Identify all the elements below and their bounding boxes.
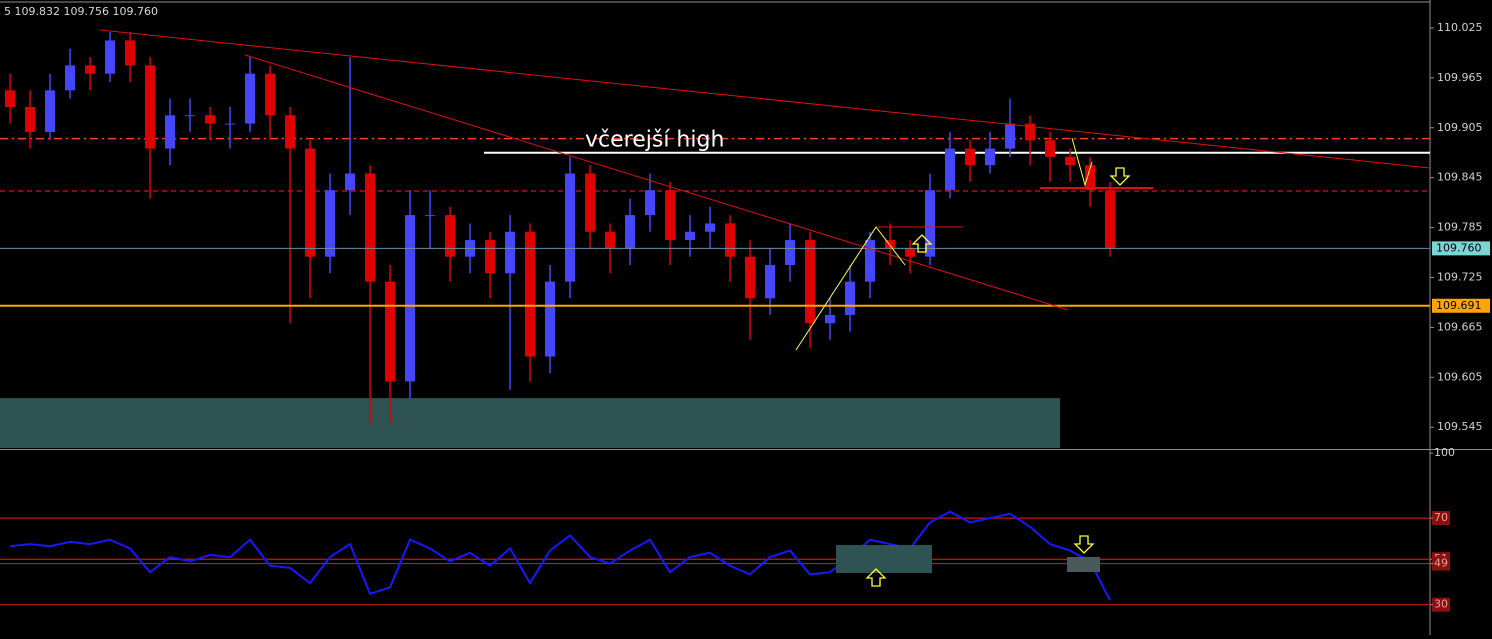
candle-body xyxy=(1085,165,1095,191)
candle-body xyxy=(585,173,595,232)
candle-body xyxy=(385,281,395,382)
candle-body xyxy=(765,265,775,299)
up-arrow xyxy=(911,234,933,253)
candle-body xyxy=(285,115,295,149)
candle-body xyxy=(965,148,975,166)
candle-body xyxy=(825,314,835,324)
candle-body xyxy=(1005,123,1015,149)
zone xyxy=(1067,557,1100,572)
candle-body xyxy=(725,223,735,257)
candle-body xyxy=(545,281,555,357)
annotation-text: včerejší high xyxy=(585,128,724,153)
candle-body xyxy=(645,190,655,216)
candle-body xyxy=(305,148,315,257)
candle-body xyxy=(365,173,375,282)
candle-body xyxy=(905,248,915,257)
candle-body xyxy=(805,240,815,324)
wave-line xyxy=(795,226,906,351)
price-label: 109.691 xyxy=(1436,299,1482,312)
candle-body xyxy=(865,240,875,282)
y-tick-box xyxy=(1432,597,1450,612)
y-tick-box xyxy=(1432,511,1450,526)
candle-body xyxy=(1065,156,1075,166)
y-tick-label: 110.025 xyxy=(1437,21,1483,34)
candle-body xyxy=(245,73,255,124)
candle-body xyxy=(705,223,715,232)
support-zone xyxy=(0,398,1060,448)
candle-body xyxy=(625,215,635,249)
candle-body xyxy=(405,215,415,382)
candle-body xyxy=(205,115,215,124)
candle-body xyxy=(1105,190,1115,249)
candle-body xyxy=(1045,140,1055,157)
candle-body xyxy=(925,190,935,257)
down-arrow xyxy=(1109,167,1131,186)
y-tick-label: 70 xyxy=(1434,511,1448,524)
y-tick-label: 49 xyxy=(1434,557,1448,570)
y-tick-label: 109.845 xyxy=(1437,171,1483,184)
indicator-line xyxy=(9,510,1111,601)
candle-body xyxy=(265,73,275,116)
candle-body xyxy=(785,240,795,266)
candle-body xyxy=(425,215,435,217)
candle-body xyxy=(225,123,235,125)
y-tick-label: 30 xyxy=(1434,598,1448,611)
candle-body xyxy=(185,115,195,117)
y-tick-label: 109.605 xyxy=(1437,370,1483,383)
y-tick-box xyxy=(1432,556,1450,571)
candle-body xyxy=(985,148,995,166)
candle-body xyxy=(1025,123,1035,141)
candle-body xyxy=(125,40,135,66)
zone xyxy=(836,545,932,573)
candle-body xyxy=(445,215,455,257)
up-arrow xyxy=(865,568,887,587)
y-tick-label: 109.665 xyxy=(1437,320,1483,333)
trendline xyxy=(99,29,1431,169)
candle-body xyxy=(25,106,35,132)
candle-body xyxy=(485,240,495,274)
candle-body xyxy=(605,231,615,249)
candle-body xyxy=(945,148,955,191)
candle-body xyxy=(45,90,55,132)
candle-body xyxy=(565,173,575,282)
candle-body xyxy=(665,190,675,241)
candle-body xyxy=(525,231,535,357)
candle-body xyxy=(145,65,155,149)
y-tick-label: 109.965 xyxy=(1437,71,1483,84)
trendline xyxy=(244,54,1069,311)
y-tick-label: 100 xyxy=(1434,446,1455,459)
down-arrow xyxy=(1073,535,1095,554)
candle-body xyxy=(65,65,75,91)
candle-body xyxy=(5,90,15,107)
price-label-box xyxy=(1432,241,1490,256)
y-tick-label: 109.905 xyxy=(1437,121,1483,134)
candle-body xyxy=(325,190,335,257)
candle-body xyxy=(845,281,855,315)
ohlc-header: 5 109.832 109.756 109.760 xyxy=(4,5,158,18)
wave-line xyxy=(1071,137,1093,187)
candle-body xyxy=(85,65,95,74)
price-label-box xyxy=(1432,298,1490,313)
candle-body xyxy=(685,231,695,241)
candle-body xyxy=(165,115,175,149)
candle-body xyxy=(345,173,355,191)
candle-body xyxy=(105,40,115,74)
price-label: 109.760 xyxy=(1436,241,1482,254)
candle-body xyxy=(745,256,755,299)
candle-body xyxy=(505,231,515,274)
y-tick-label: 109.725 xyxy=(1437,270,1483,283)
drawings xyxy=(99,29,1431,587)
y-tick-label: 109.785 xyxy=(1437,221,1483,234)
y-tick-label: 109.545 xyxy=(1437,420,1483,433)
candle-body xyxy=(885,240,895,249)
